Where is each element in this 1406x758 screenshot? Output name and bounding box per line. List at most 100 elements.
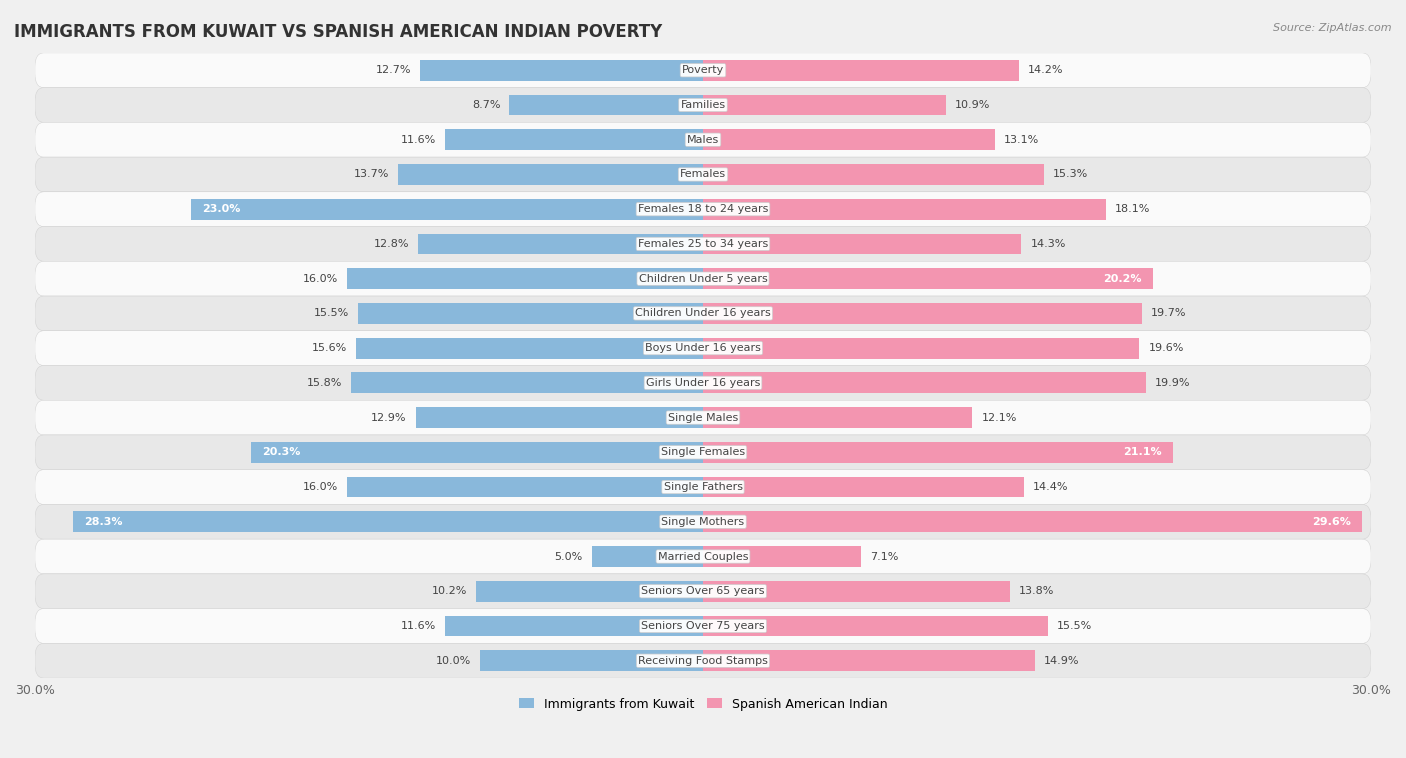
Text: 12.1%: 12.1% (981, 412, 1017, 422)
Text: Receiving Food Stamps: Receiving Food Stamps (638, 656, 768, 666)
Text: 10.0%: 10.0% (436, 656, 471, 666)
Text: 12.8%: 12.8% (374, 239, 409, 249)
Bar (703, 546, 860, 567)
Text: 11.6%: 11.6% (401, 621, 436, 631)
Text: Boys Under 16 years: Boys Under 16 years (645, 343, 761, 353)
FancyBboxPatch shape (35, 157, 1371, 192)
Text: 19.7%: 19.7% (1150, 309, 1187, 318)
Bar (703, 477, 1024, 497)
Text: Females 18 to 24 years: Females 18 to 24 years (638, 204, 768, 215)
Text: 13.8%: 13.8% (1019, 586, 1054, 597)
Bar (418, 233, 703, 255)
Text: Families: Families (681, 100, 725, 110)
Bar (398, 164, 703, 185)
Bar (703, 95, 946, 115)
Bar (191, 199, 703, 220)
Bar (703, 407, 973, 428)
Bar (73, 512, 703, 532)
Bar (703, 615, 1047, 637)
FancyBboxPatch shape (35, 435, 1371, 470)
Bar (444, 130, 703, 150)
Text: 15.5%: 15.5% (314, 309, 349, 318)
Bar (703, 60, 1019, 80)
Text: 14.4%: 14.4% (1032, 482, 1069, 492)
Text: Poverty: Poverty (682, 65, 724, 75)
Bar (475, 581, 703, 602)
Text: Males: Males (688, 135, 718, 145)
Text: Source: ZipAtlas.com: Source: ZipAtlas.com (1274, 23, 1392, 33)
Bar (356, 338, 703, 359)
Text: 10.2%: 10.2% (432, 586, 467, 597)
Text: 16.0%: 16.0% (302, 274, 337, 283)
Bar (703, 650, 1035, 671)
Text: 14.9%: 14.9% (1043, 656, 1080, 666)
Text: Children Under 5 years: Children Under 5 years (638, 274, 768, 283)
Bar (703, 130, 994, 150)
Bar (509, 95, 703, 115)
FancyBboxPatch shape (35, 400, 1371, 435)
Text: Single Males: Single Males (668, 412, 738, 422)
Text: 20.3%: 20.3% (262, 447, 301, 457)
Text: Seniors Over 65 years: Seniors Over 65 years (641, 586, 765, 597)
Text: 16.0%: 16.0% (302, 482, 337, 492)
FancyBboxPatch shape (35, 227, 1371, 262)
Bar (444, 615, 703, 637)
Text: 19.9%: 19.9% (1156, 377, 1191, 388)
Bar (703, 512, 1362, 532)
Text: Females 25 to 34 years: Females 25 to 34 years (638, 239, 768, 249)
Text: 13.1%: 13.1% (1004, 135, 1039, 145)
Text: Single Fathers: Single Fathers (664, 482, 742, 492)
FancyBboxPatch shape (35, 609, 1371, 644)
Text: 15.6%: 15.6% (312, 343, 347, 353)
Text: 21.1%: 21.1% (1123, 447, 1161, 457)
Text: Seniors Over 75 years: Seniors Over 75 years (641, 621, 765, 631)
Text: 15.8%: 15.8% (307, 377, 342, 388)
Text: 18.1%: 18.1% (1115, 204, 1150, 215)
FancyBboxPatch shape (35, 330, 1371, 365)
Text: 14.2%: 14.2% (1028, 65, 1063, 75)
FancyBboxPatch shape (35, 539, 1371, 574)
Bar (481, 650, 703, 671)
Text: 29.6%: 29.6% (1312, 517, 1351, 527)
Bar (703, 372, 1146, 393)
FancyBboxPatch shape (35, 574, 1371, 609)
Text: Females: Females (681, 170, 725, 180)
Bar (703, 338, 1139, 359)
Text: 28.3%: 28.3% (84, 517, 122, 527)
Text: IMMIGRANTS FROM KUWAIT VS SPANISH AMERICAN INDIAN POVERTY: IMMIGRANTS FROM KUWAIT VS SPANISH AMERIC… (14, 23, 662, 41)
Bar (420, 60, 703, 80)
Text: Single Females: Single Females (661, 447, 745, 457)
Bar (359, 303, 703, 324)
FancyBboxPatch shape (35, 470, 1371, 504)
Text: 19.6%: 19.6% (1149, 343, 1184, 353)
FancyBboxPatch shape (35, 192, 1371, 227)
Bar (703, 164, 1043, 185)
Bar (703, 233, 1021, 255)
Bar (703, 581, 1011, 602)
FancyBboxPatch shape (35, 262, 1371, 296)
Bar (416, 407, 703, 428)
Bar (592, 546, 703, 567)
Text: 15.5%: 15.5% (1057, 621, 1092, 631)
Bar (352, 372, 703, 393)
FancyBboxPatch shape (35, 504, 1371, 539)
Text: 15.3%: 15.3% (1053, 170, 1088, 180)
Text: 7.1%: 7.1% (870, 552, 898, 562)
Bar (703, 303, 1142, 324)
FancyBboxPatch shape (35, 88, 1371, 122)
Text: 10.9%: 10.9% (955, 100, 990, 110)
FancyBboxPatch shape (35, 296, 1371, 330)
Bar (347, 477, 703, 497)
Bar (703, 199, 1107, 220)
Text: Children Under 16 years: Children Under 16 years (636, 309, 770, 318)
FancyBboxPatch shape (35, 365, 1371, 400)
FancyBboxPatch shape (35, 644, 1371, 678)
Text: Married Couples: Married Couples (658, 552, 748, 562)
Bar (347, 268, 703, 289)
Text: 23.0%: 23.0% (202, 204, 240, 215)
FancyBboxPatch shape (35, 53, 1371, 88)
Text: 5.0%: 5.0% (554, 552, 582, 562)
Bar (703, 268, 1153, 289)
Bar (250, 442, 703, 462)
Text: 14.3%: 14.3% (1031, 239, 1066, 249)
